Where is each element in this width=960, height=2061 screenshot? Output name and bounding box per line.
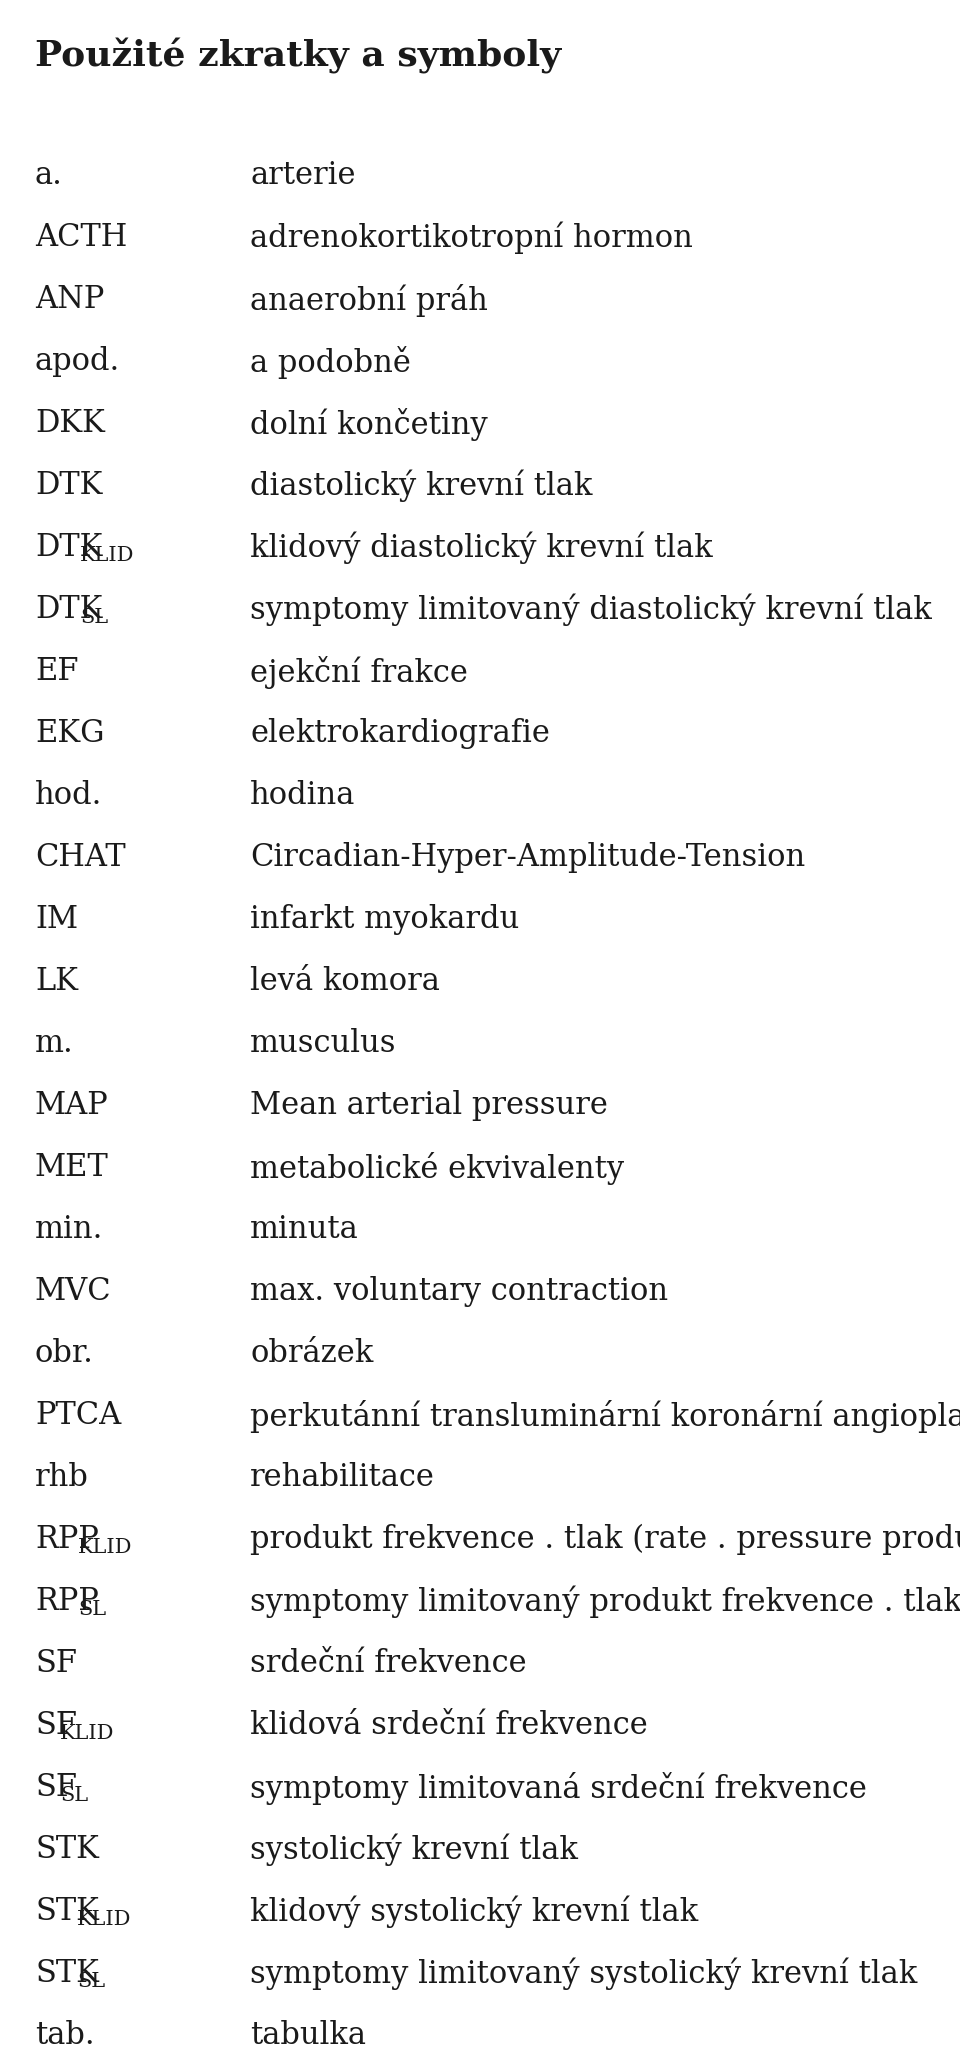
Text: klidový systolický krevní tlak: klidový systolický krevní tlak xyxy=(250,1896,698,1929)
Text: diastolický krevní tlak: diastolický krevní tlak xyxy=(250,470,592,503)
Text: symptomy limitovaný systolický krevní tlak: symptomy limitovaný systolický krevní tl… xyxy=(250,1958,917,1991)
Text: IM: IM xyxy=(35,905,78,936)
Text: MET: MET xyxy=(35,1152,108,1183)
Text: systolický krevní tlak: systolický krevní tlak xyxy=(250,1834,578,1867)
Text: KLID: KLID xyxy=(60,1723,114,1744)
Text: KLID: KLID xyxy=(78,1538,132,1556)
Text: DKK: DKK xyxy=(35,408,105,439)
Text: hodina: hodina xyxy=(250,779,355,810)
Text: STK: STK xyxy=(35,1834,99,1865)
Text: symptomy limitovaná srdeční frekvence: symptomy limitovaná srdeční frekvence xyxy=(250,1772,867,1805)
Text: LK: LK xyxy=(35,967,78,998)
Text: m.: m. xyxy=(35,1028,74,1059)
Text: DTK: DTK xyxy=(35,470,103,501)
Text: infarkt myokardu: infarkt myokardu xyxy=(250,905,519,936)
Text: elektrokardiografie: elektrokardiografie xyxy=(250,717,550,748)
Text: rhb: rhb xyxy=(35,1461,89,1492)
Text: adrenokortikotropní hormon: adrenokortikotropní hormon xyxy=(250,223,693,254)
Text: DTK: DTK xyxy=(35,594,103,624)
Text: levá komora: levá komora xyxy=(250,967,440,998)
Text: SF: SF xyxy=(35,1649,77,1680)
Text: Použité zkratky a symboly: Použité zkratky a symboly xyxy=(35,37,562,74)
Text: SL: SL xyxy=(60,1787,88,1805)
Text: produkt frekvence . tlak (rate . pressure product): produkt frekvence . tlak (rate . pressur… xyxy=(250,1523,960,1556)
Text: SL: SL xyxy=(78,1599,107,1620)
Text: DTK: DTK xyxy=(35,532,103,563)
Text: obr.: obr. xyxy=(35,1338,94,1369)
Text: srdeční frekvence: srdeční frekvence xyxy=(250,1649,527,1680)
Text: MAP: MAP xyxy=(35,1090,108,1121)
Text: KLID: KLID xyxy=(80,546,134,565)
Text: SL: SL xyxy=(80,608,108,627)
Text: arterie: arterie xyxy=(250,161,355,192)
Text: min.: min. xyxy=(35,1214,104,1245)
Text: Mean arterial pressure: Mean arterial pressure xyxy=(250,1090,608,1121)
Text: apod.: apod. xyxy=(35,346,120,377)
Text: obrázek: obrázek xyxy=(250,1338,373,1369)
Text: anaerobní práh: anaerobní práh xyxy=(250,284,488,317)
Text: RPP: RPP xyxy=(35,1587,99,1618)
Text: hod.: hod. xyxy=(35,779,103,810)
Text: STK: STK xyxy=(35,1958,99,1989)
Text: klidová srdeční frekvence: klidová srdeční frekvence xyxy=(250,1711,648,1742)
Text: tabulka: tabulka xyxy=(250,2020,366,2051)
Text: musculus: musculus xyxy=(250,1028,396,1059)
Text: minuta: minuta xyxy=(250,1214,359,1245)
Text: Circadian-Hyper-Amplitude-Tension: Circadian-Hyper-Amplitude-Tension xyxy=(250,843,805,874)
Text: RPP: RPP xyxy=(35,1523,99,1554)
Text: max. voluntary contraction: max. voluntary contraction xyxy=(250,1276,668,1307)
Text: tab.: tab. xyxy=(35,2020,95,2051)
Text: dolní končetiny: dolní končetiny xyxy=(250,408,488,441)
Text: KLID: KLID xyxy=(77,1911,132,1929)
Text: perkutánní transluminární koronární angioplastika: perkutánní transluminární koronární angi… xyxy=(250,1399,960,1432)
Text: rehabilitace: rehabilitace xyxy=(250,1461,435,1492)
Text: SL: SL xyxy=(77,1972,106,1991)
Text: symptomy limitovaný diastolický krevní tlak: symptomy limitovaný diastolický krevní t… xyxy=(250,594,932,627)
Text: EF: EF xyxy=(35,655,79,686)
Text: a podobně: a podobně xyxy=(250,346,411,379)
Text: MVC: MVC xyxy=(35,1276,111,1307)
Text: SF: SF xyxy=(35,1772,77,1803)
Text: metabolické ekvivalenty: metabolické ekvivalenty xyxy=(250,1152,624,1185)
Text: PTCA: PTCA xyxy=(35,1399,121,1430)
Text: ejekční frakce: ejekční frakce xyxy=(250,655,468,688)
Text: a.: a. xyxy=(35,161,62,192)
Text: ANP: ANP xyxy=(35,284,105,315)
Text: CHAT: CHAT xyxy=(35,843,126,874)
Text: symptomy limitovaný produkt frekvence . tlak: symptomy limitovaný produkt frekvence . … xyxy=(250,1587,960,1618)
Text: EKG: EKG xyxy=(35,717,105,748)
Text: ACTH: ACTH xyxy=(35,223,128,254)
Text: klidový diastolický krevní tlak: klidový diastolický krevní tlak xyxy=(250,532,712,565)
Text: STK: STK xyxy=(35,1896,99,1927)
Text: SF: SF xyxy=(35,1711,77,1742)
